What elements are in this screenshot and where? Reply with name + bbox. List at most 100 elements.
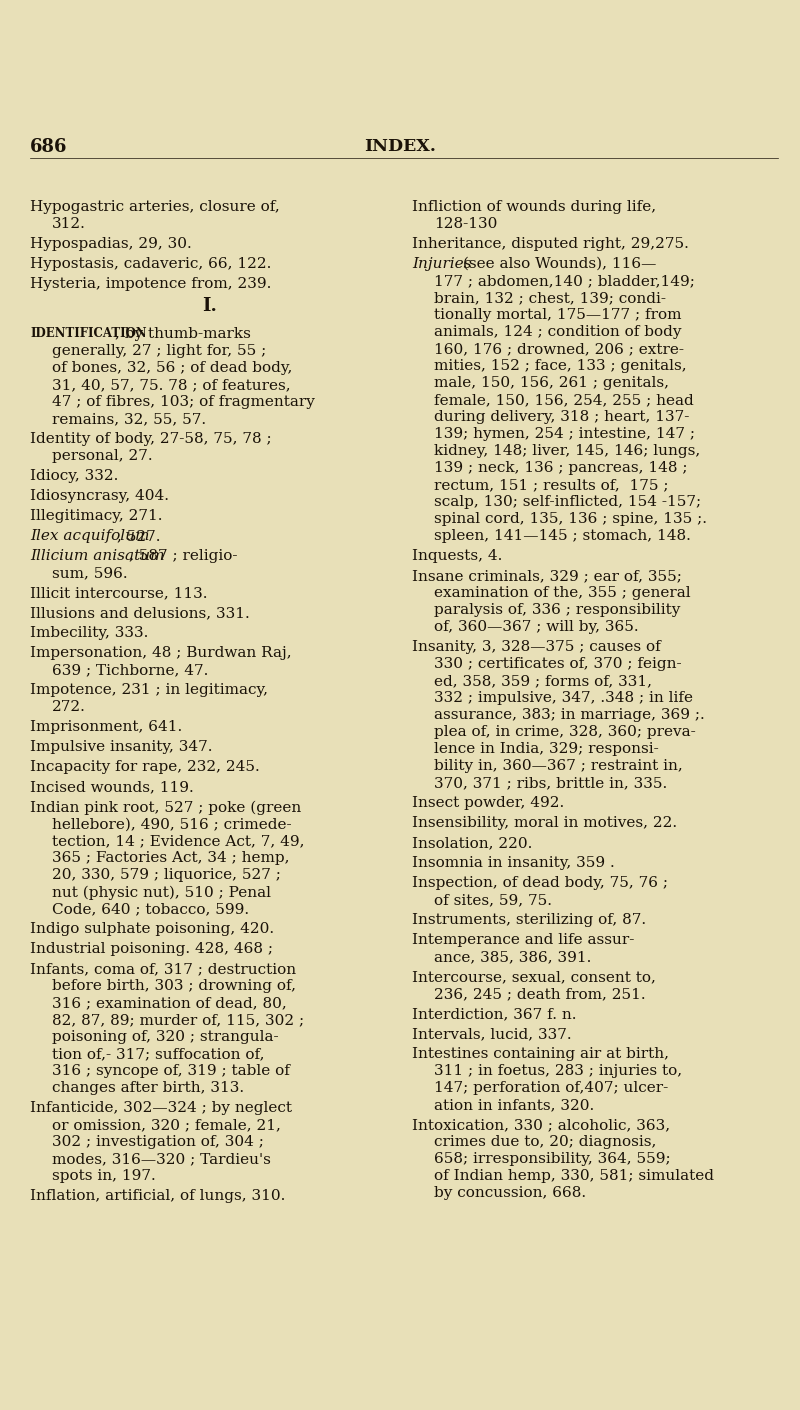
Text: assurance, 383; in marriage, 369 ;.: assurance, 383; in marriage, 369 ;. xyxy=(434,708,705,722)
Text: modes, 316—320 ; Tardieu's: modes, 316—320 ; Tardieu's xyxy=(52,1152,271,1166)
Text: 302 ; investigation of, 304 ;: 302 ; investigation of, 304 ; xyxy=(52,1135,264,1149)
Text: Imbecility, 333.: Imbecility, 333. xyxy=(30,626,148,640)
Text: changes after birth, 313.: changes after birth, 313. xyxy=(52,1081,244,1096)
Text: Idiocy, 332.: Idiocy, 332. xyxy=(30,470,118,484)
Text: Infants, coma of, 317 ; destruction: Infants, coma of, 317 ; destruction xyxy=(30,962,296,976)
Text: Inflation, artificial, of lungs, 310.: Inflation, artificial, of lungs, 310. xyxy=(30,1189,286,1203)
Text: Inspection, of dead body, 75, 76 ;: Inspection, of dead body, 75, 76 ; xyxy=(412,876,668,890)
Text: 330 ; certificates of, 370 ; feign-: 330 ; certificates of, 370 ; feign- xyxy=(434,657,682,671)
Text: Insensibility, moral in motives, 22.: Insensibility, moral in motives, 22. xyxy=(412,816,677,830)
Text: before birth, 303 ; drowning of,: before birth, 303 ; drowning of, xyxy=(52,979,296,993)
Text: Hypospadias, 29, 30.: Hypospadias, 29, 30. xyxy=(30,237,192,251)
Text: Illicit intercourse, 113.: Illicit intercourse, 113. xyxy=(30,587,207,601)
Text: Intervals, lucid, 337.: Intervals, lucid, 337. xyxy=(412,1026,572,1041)
Text: plea of, in crime, 328, 360; preva-: plea of, in crime, 328, 360; preva- xyxy=(434,725,696,739)
Text: of bones, 32, 56 ; of dead body,: of bones, 32, 56 ; of dead body, xyxy=(52,361,292,375)
Text: 272.: 272. xyxy=(52,701,86,715)
Text: Inquests, 4.: Inquests, 4. xyxy=(412,548,502,563)
Text: Hypostasis, cadaveric, 66, 122.: Hypostasis, cadaveric, 66, 122. xyxy=(30,257,271,271)
Text: Infliction of wounds during life,: Infliction of wounds during life, xyxy=(412,200,656,214)
Text: Insect powder, 492.: Insect powder, 492. xyxy=(412,797,564,809)
Text: 312.: 312. xyxy=(52,217,86,231)
Text: Impotence, 231 ; in legitimacy,: Impotence, 231 ; in legitimacy, xyxy=(30,684,268,697)
Text: Code, 640 ; tobacco, 599.: Code, 640 ; tobacco, 599. xyxy=(52,902,249,916)
Text: tection, 14 ; Evidence Act, 7, 49,: tection, 14 ; Evidence Act, 7, 49, xyxy=(52,835,305,849)
Text: Indigo sulphate poisoning, 420.: Indigo sulphate poisoning, 420. xyxy=(30,922,274,936)
Text: 311 ; in foetus, 283 ; injuries to,: 311 ; in foetus, 283 ; injuries to, xyxy=(434,1065,682,1079)
Text: Industrial poisoning. 428, 468 ;: Industrial poisoning. 428, 468 ; xyxy=(30,942,273,956)
Text: examination of the, 355 ; general: examination of the, 355 ; general xyxy=(434,587,690,601)
Text: ed, 358, 359 ; forms of, 331,: ed, 358, 359 ; forms of, 331, xyxy=(434,674,652,688)
Text: Illusions and delusions, 331.: Illusions and delusions, 331. xyxy=(30,606,250,620)
Text: nut (physic nut), 510 ; Penal: nut (physic nut), 510 ; Penal xyxy=(52,885,271,900)
Text: 236, 245 ; death from, 251.: 236, 245 ; death from, 251. xyxy=(434,987,646,1001)
Text: Identity of body, 27-58, 75, 78 ;: Identity of body, 27-58, 75, 78 ; xyxy=(30,433,272,446)
Text: of, 360—367 ; will by, 365.: of, 360—367 ; will by, 365. xyxy=(434,620,638,634)
Text: Hypogastric arteries, closure of,: Hypogastric arteries, closure of, xyxy=(30,200,280,214)
Text: Insomnia in insanity, 359 .: Insomnia in insanity, 359 . xyxy=(412,856,614,870)
Text: Hysteria, impotence from, 239.: Hysteria, impotence from, 239. xyxy=(30,276,271,290)
Text: bility in, 360—367 ; restraint in,: bility in, 360—367 ; restraint in, xyxy=(434,759,682,773)
Text: Illicium anisatum: Illicium anisatum xyxy=(30,550,165,563)
Text: 658; irresponsibility, 364, 559;: 658; irresponsibility, 364, 559; xyxy=(434,1152,670,1166)
Text: Intemperance and life assur-: Intemperance and life assur- xyxy=(412,933,634,948)
Text: 31, 40, 57, 75. 78 ; of features,: 31, 40, 57, 75. 78 ; of features, xyxy=(52,378,290,392)
Text: lence in India, 329; responsi-: lence in India, 329; responsi- xyxy=(434,742,658,756)
Text: (see also Wounds), 116—: (see also Wounds), 116— xyxy=(458,257,657,271)
Text: 365 ; Factories Act, 34 ; hemp,: 365 ; Factories Act, 34 ; hemp, xyxy=(52,852,290,866)
Text: rectum, 151 ; results of,  175 ;: rectum, 151 ; results of, 175 ; xyxy=(434,478,669,492)
Text: 82, 87, 89; murder of, 115, 302 ;: 82, 87, 89; murder of, 115, 302 ; xyxy=(52,1014,304,1028)
Text: Impulsive insanity, 347.: Impulsive insanity, 347. xyxy=(30,740,213,754)
Text: 332 ; impulsive, 347, .348 ; in life: 332 ; impulsive, 347, .348 ; in life xyxy=(434,691,693,705)
Text: animals, 124 ; condition of body: animals, 124 ; condition of body xyxy=(434,324,682,338)
Text: male, 150, 156, 261 ; genitals,: male, 150, 156, 261 ; genitals, xyxy=(434,376,669,391)
Text: 147; perforation of,407; ulcer-: 147; perforation of,407; ulcer- xyxy=(434,1081,668,1096)
Text: sum, 596.: sum, 596. xyxy=(52,567,128,580)
Text: of Indian hemp, 330, 581; simulated: of Indian hemp, 330, 581; simulated xyxy=(434,1169,714,1183)
Text: personal, 27.: personal, 27. xyxy=(52,450,153,464)
Text: Intoxication, 330 ; alcoholic, 363,: Intoxication, 330 ; alcoholic, 363, xyxy=(412,1118,670,1132)
Text: poisoning of, 320 ; strangula-: poisoning of, 320 ; strangula- xyxy=(52,1031,278,1045)
Text: 139; hymen, 254 ; intestine, 147 ;: 139; hymen, 254 ; intestine, 147 ; xyxy=(434,427,695,441)
Text: , 587 ; religio-: , 587 ; religio- xyxy=(129,550,237,563)
Text: 316 ; examination of dead, 80,: 316 ; examination of dead, 80, xyxy=(52,997,286,1010)
Text: hellebore), 490, 516 ; crimede-: hellebore), 490, 516 ; crimede- xyxy=(52,818,292,832)
Text: 47 ; of fibres, 103; of fragmentary: 47 ; of fibres, 103; of fragmentary xyxy=(52,395,315,409)
Text: Incised wounds, 119.: Incised wounds, 119. xyxy=(30,780,194,794)
Text: Indian pink root, 527 ; poke (green: Indian pink root, 527 ; poke (green xyxy=(30,801,302,815)
Text: 160, 176 ; drowned, 206 ; extre-: 160, 176 ; drowned, 206 ; extre- xyxy=(434,343,684,355)
Text: 20, 330, 579 ; liquorice, 527 ;: 20, 330, 579 ; liquorice, 527 ; xyxy=(52,869,281,883)
Text: 177 ; abdomen,140 ; bladder,149;: 177 ; abdomen,140 ; bladder,149; xyxy=(434,274,695,288)
Text: tionally mortal, 175—177 ; from: tionally mortal, 175—177 ; from xyxy=(434,307,682,321)
Text: Insanity, 3, 328—375 ; causes of: Insanity, 3, 328—375 ; causes of xyxy=(412,640,661,654)
Text: Ilex acquifolum: Ilex acquifolum xyxy=(30,529,150,543)
Text: mities, 152 ; face, 133 ; genitals,: mities, 152 ; face, 133 ; genitals, xyxy=(434,360,686,374)
Text: Insane criminals, 329 ; ear of, 355;: Insane criminals, 329 ; ear of, 355; xyxy=(412,570,682,582)
Text: Incapacity for rape, 232, 245.: Incapacity for rape, 232, 245. xyxy=(30,760,260,774)
Text: female, 150, 156, 254, 255 ; head: female, 150, 156, 254, 255 ; head xyxy=(434,393,694,407)
Text: during delivery, 318 ; heart, 137-: during delivery, 318 ; heart, 137- xyxy=(434,410,690,424)
Text: remains, 32, 55, 57.: remains, 32, 55, 57. xyxy=(52,412,206,426)
Text: Imprisonment, 641.: Imprisonment, 641. xyxy=(30,721,182,735)
Text: Intercourse, sexual, consent to,: Intercourse, sexual, consent to, xyxy=(412,970,656,984)
Text: 370, 371 ; ribs, brittle in, 335.: 370, 371 ; ribs, brittle in, 335. xyxy=(434,776,667,790)
Text: 686: 686 xyxy=(30,138,67,157)
Text: crimes due to, 20; diagnosis,: crimes due to, 20; diagnosis, xyxy=(434,1135,656,1149)
Text: Intestines containing air at birth,: Intestines containing air at birth, xyxy=(412,1048,669,1060)
Text: I.: I. xyxy=(202,298,218,314)
Text: Idiosyncrasy, 404.: Idiosyncrasy, 404. xyxy=(30,489,169,503)
Text: Impersonation, 48 ; Burdwan Raj,: Impersonation, 48 ; Burdwan Raj, xyxy=(30,646,292,660)
Text: IDENTIFICATION: IDENTIFICATION xyxy=(30,327,146,340)
Text: spleen, 141—145 ; stomach, 148.: spleen, 141—145 ; stomach, 148. xyxy=(434,529,691,543)
Text: generally, 27 ; light for, 55 ;: generally, 27 ; light for, 55 ; xyxy=(52,344,266,358)
Text: of sites, 59, 75.: of sites, 59, 75. xyxy=(434,893,552,907)
Text: Instruments, sterilizing of, 87.: Instruments, sterilizing of, 87. xyxy=(412,914,646,926)
Text: 139 ; neck, 136 ; pancreas, 148 ;: 139 ; neck, 136 ; pancreas, 148 ; xyxy=(434,461,687,475)
Text: Inheritance, disputed right, 29,275.: Inheritance, disputed right, 29,275. xyxy=(412,237,689,251)
Text: Insolation, 220.: Insolation, 220. xyxy=(412,836,532,850)
Text: kidney, 148; liver, 145, 146; lungs,: kidney, 148; liver, 145, 146; lungs, xyxy=(434,444,700,458)
Text: Infanticide, 302—324 ; by neglect: Infanticide, 302—324 ; by neglect xyxy=(30,1101,292,1115)
Text: ance, 385, 386, 391.: ance, 385, 386, 391. xyxy=(434,950,591,964)
Text: scalp, 130; self-inflicted, 154 -157;: scalp, 130; self-inflicted, 154 -157; xyxy=(434,495,701,509)
Text: , 527.: , 527. xyxy=(117,529,161,543)
